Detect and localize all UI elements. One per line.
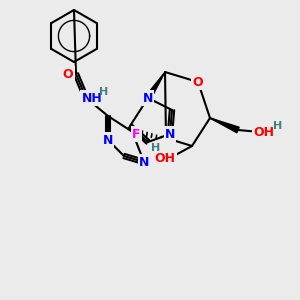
Text: F: F (132, 128, 140, 140)
Text: N: N (103, 134, 113, 146)
Text: O: O (63, 68, 73, 80)
Text: N: N (165, 128, 175, 140)
Text: H: H (99, 87, 109, 97)
Text: NH: NH (82, 92, 102, 104)
Text: OH: OH (254, 125, 274, 139)
Text: O: O (193, 76, 203, 88)
Text: N: N (139, 155, 149, 169)
Polygon shape (210, 118, 239, 133)
Text: H: H (273, 121, 283, 131)
Text: OH: OH (154, 152, 176, 164)
Text: H: H (152, 143, 160, 153)
Text: N: N (143, 92, 153, 104)
Polygon shape (146, 72, 165, 100)
